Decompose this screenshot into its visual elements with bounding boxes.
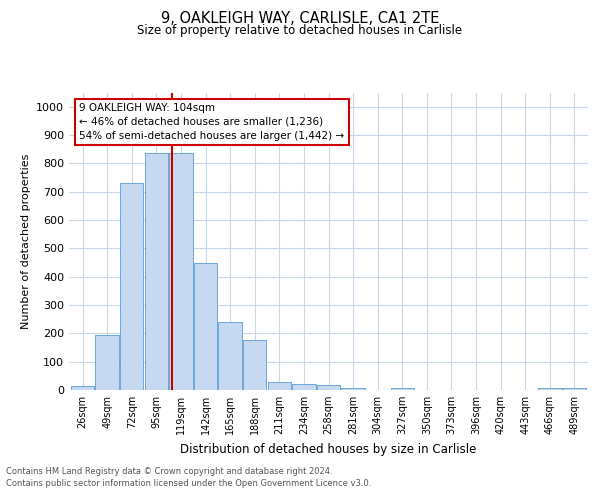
Bar (71, 386, 94, 390)
Bar (341, 388, 365, 390)
Text: Contains HM Land Registry data © Crown copyright and database right 2024.: Contains HM Land Registry data © Crown c… (6, 468, 332, 476)
Bar (317, 385, 340, 390)
Text: Size of property relative to detached houses in Carlisle: Size of property relative to detached ho… (137, 24, 463, 37)
Bar (169, 154, 193, 390)
Bar (268, 382, 291, 390)
Bar (218, 322, 242, 390)
X-axis label: Distribution of detached houses by size in Carlisle: Distribution of detached houses by size … (181, 442, 476, 456)
Text: 9 OAKLEIGH WAY: 104sqm
← 46% of detached houses are smaller (1,236)
54% of semi-: 9 OAKLEIGH WAY: 104sqm ← 46% of detached… (79, 103, 344, 141)
Bar (391, 388, 414, 390)
Bar (243, 340, 266, 390)
Bar (563, 388, 586, 390)
Text: 9, OAKLEIGH WAY, CARLISLE, CA1 2TE: 9, OAKLEIGH WAY, CARLISLE, CA1 2TE (161, 11, 439, 26)
Bar (95, 335, 119, 390)
Bar (120, 183, 143, 390)
Bar (194, 263, 217, 390)
Bar (538, 388, 562, 390)
Bar (292, 384, 316, 390)
Bar (145, 154, 168, 390)
Y-axis label: Number of detached properties: Number of detached properties (20, 154, 31, 329)
Text: Contains public sector information licensed under the Open Government Licence v3: Contains public sector information licen… (6, 479, 371, 488)
